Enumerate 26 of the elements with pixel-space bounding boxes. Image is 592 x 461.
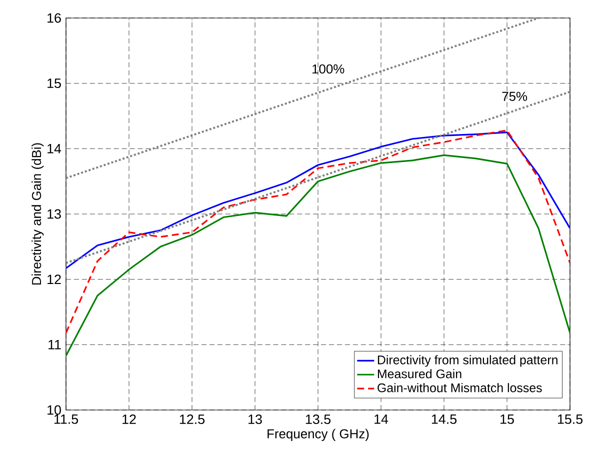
y-tick-label: 15: [48, 78, 61, 88]
annotation: 100%: [312, 64, 344, 74]
y-tick-label: 16: [48, 13, 61, 23]
line-series: [66, 132, 570, 270]
annotation: 75%: [502, 92, 528, 101]
y-tick-label: 11: [48, 340, 61, 350]
y-tick-label: 12: [48, 274, 61, 284]
legend-label: Directivity from simulated pattern: [378, 355, 558, 367]
x-tick-label: 12: [122, 414, 136, 424]
x-tick-label: 14.5: [432, 414, 457, 424]
x-tick-label: 15.5: [558, 414, 583, 424]
x-axis-title: Frequency ( GHz): [268, 428, 369, 441]
x-tick-label: 12.5: [180, 414, 205, 424]
x-tick-label: 15: [500, 414, 514, 424]
y-tick-label: 10: [48, 405, 61, 415]
legend-label: Gain-without Mismatch losses: [378, 383, 542, 392]
x-tick-label: 11.5: [54, 414, 78, 424]
line-series: [66, 154, 570, 357]
x-tick-label: 13.5: [306, 414, 331, 424]
legend-label: Measured Gain: [378, 369, 462, 378]
y-axis-title: Directivity and Gain (dBi): [32, 143, 44, 285]
x-tick-label: 13: [248, 414, 262, 424]
line-series: [66, 130, 570, 334]
x-tick-label: 14: [374, 414, 388, 424]
y-tick-label: 13: [48, 209, 61, 219]
y-tick-label: 14: [48, 144, 62, 154]
